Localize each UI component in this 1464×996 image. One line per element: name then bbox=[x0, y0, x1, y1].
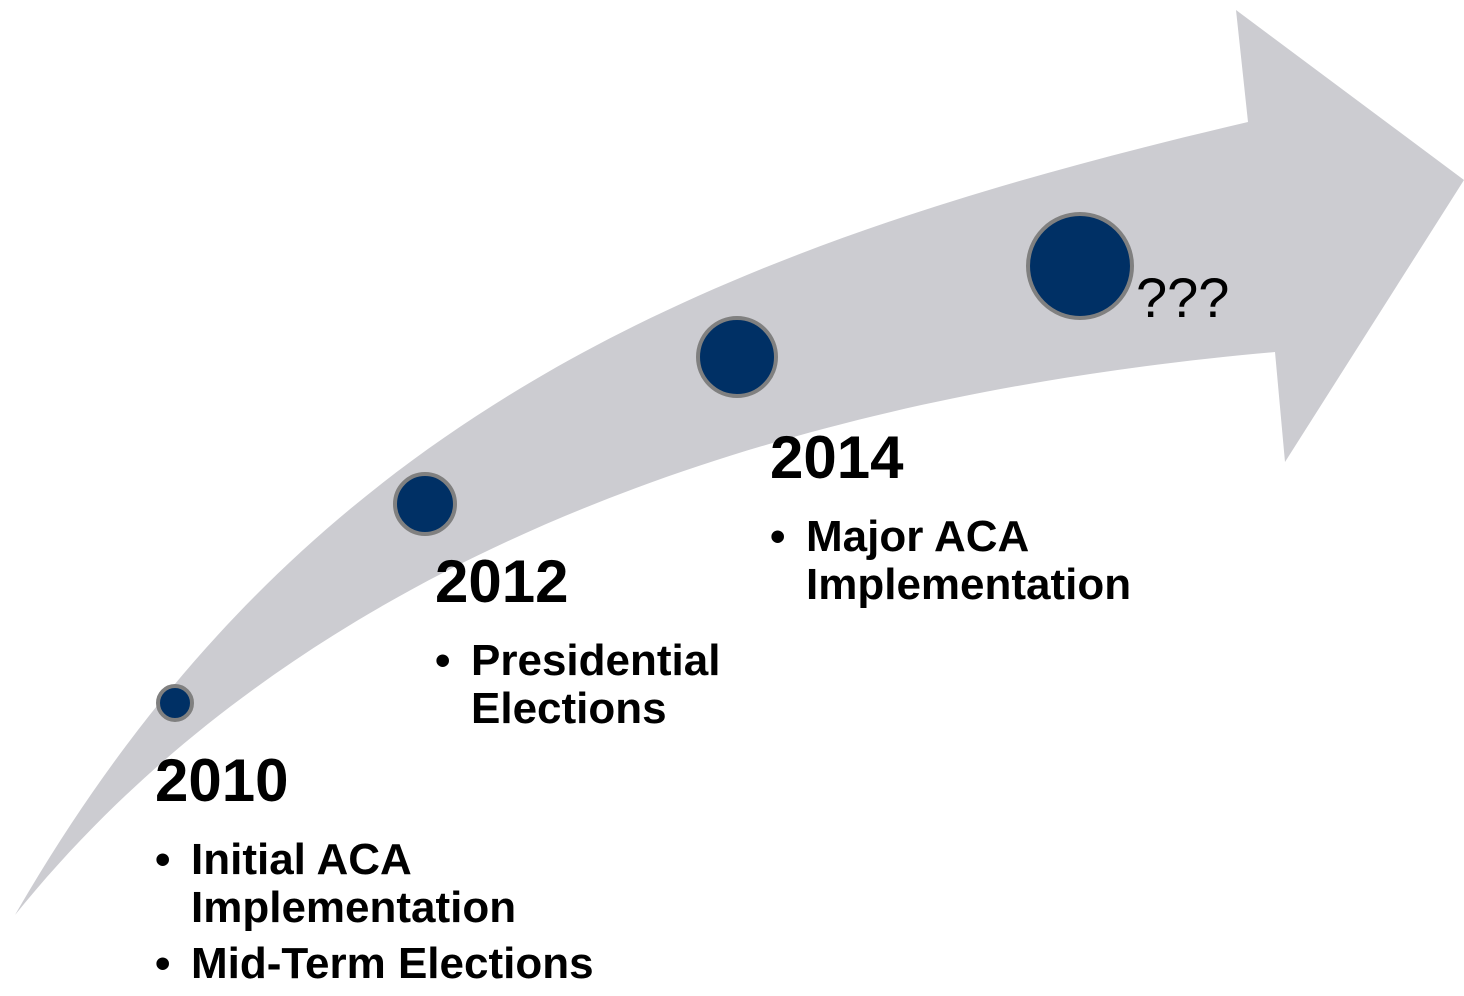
milestone-bullets: • Presidential Elections bbox=[435, 637, 795, 733]
bullet-text: Major ACA Implementation bbox=[806, 512, 1132, 609]
milestone-2014: 2014 • Major ACA Implementation bbox=[770, 425, 1200, 617]
future-milestone-label: ??? bbox=[1136, 266, 1230, 329]
bullet-item: • Major ACA Implementation bbox=[770, 513, 1200, 609]
bullet-text: Initial ACA Implementation bbox=[191, 835, 517, 932]
milestone-node-2010 bbox=[156, 684, 194, 722]
milestone-bullets: • Major ACA Implementation bbox=[770, 513, 1200, 609]
milestone-node-2014 bbox=[696, 316, 778, 398]
milestone-year: 2012 bbox=[435, 548, 569, 615]
milestone-year: 2010 bbox=[155, 747, 289, 814]
bullet-symbol: • bbox=[155, 939, 171, 988]
bullet-symbol: • bbox=[155, 835, 171, 884]
bullet-item: • Presidential Elections bbox=[435, 637, 795, 733]
bullet-item: • Initial ACA Implementation bbox=[155, 836, 715, 932]
milestone-node-2012 bbox=[393, 472, 457, 536]
bullet-text: Presidential Elections bbox=[471, 636, 721, 733]
bullet-text: Mid-Term Elections bbox=[191, 939, 594, 988]
bullet-symbol: • bbox=[770, 512, 786, 561]
bullet-item: • Mid-Term Elections bbox=[155, 940, 715, 988]
milestone-2012: 2012 • Presidential Elections bbox=[435, 549, 795, 741]
milestone-node-future bbox=[1026, 212, 1134, 320]
milestone-bullets: • Initial ACA Implementation • Mid-Term … bbox=[155, 836, 715, 988]
bullet-symbol: • bbox=[435, 636, 451, 685]
milestone-year: 2014 bbox=[770, 424, 904, 491]
milestone-2010: 2010 • Initial ACA Implementation • Mid-… bbox=[155, 748, 715, 996]
